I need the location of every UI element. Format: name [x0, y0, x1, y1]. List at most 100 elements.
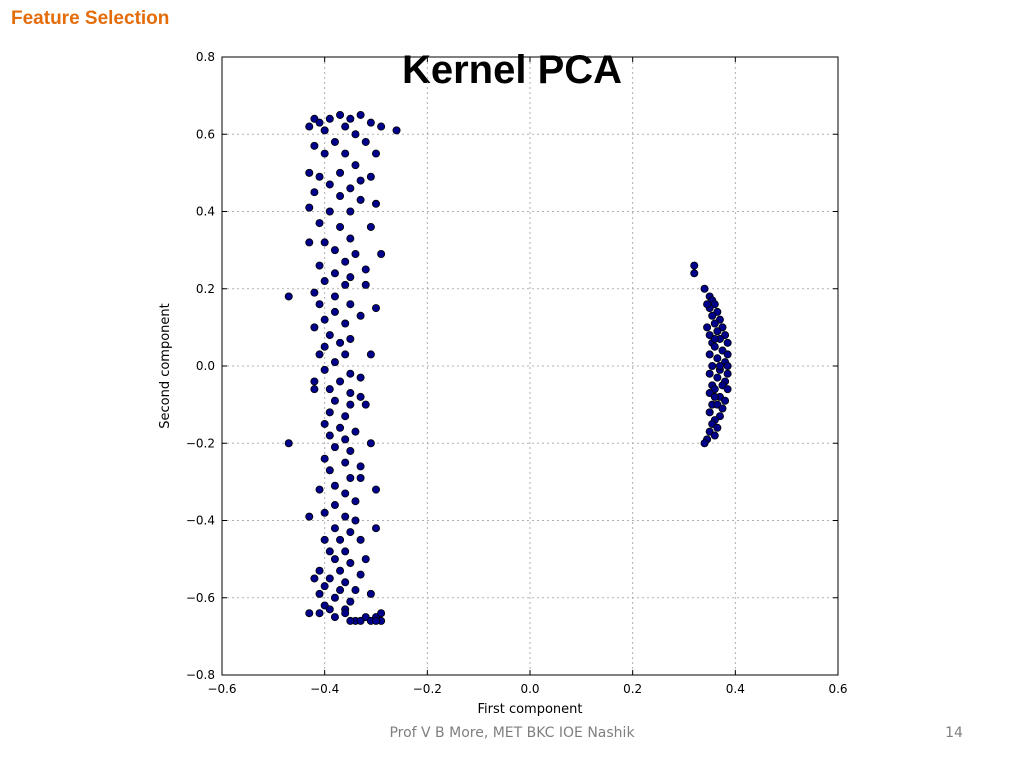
- y-tick-label: 0.2: [196, 282, 215, 296]
- data-point: [366, 118, 375, 127]
- data-point: [371, 304, 380, 313]
- slide-title: Kernel PCA: [401, 48, 623, 92]
- data-point: [356, 616, 365, 625]
- data-point: [320, 126, 329, 135]
- data-point: [346, 234, 355, 243]
- data-point: [330, 292, 339, 301]
- data-point: [305, 512, 314, 521]
- data-point: [330, 269, 339, 278]
- data-point: [351, 161, 360, 170]
- data-point: [392, 126, 401, 135]
- data-point: [713, 423, 722, 432]
- data-point: [723, 338, 732, 347]
- data-point: [705, 350, 714, 359]
- data-point: [330, 593, 339, 602]
- data-point: [341, 149, 350, 158]
- data-point: [708, 311, 717, 320]
- x-tick-label: 0.4: [726, 682, 745, 696]
- data-point: [315, 566, 324, 575]
- data-point: [325, 331, 334, 340]
- data-point: [336, 222, 345, 231]
- data-point: [710, 431, 719, 440]
- data-point: [310, 188, 319, 197]
- y-tick-label: −0.8: [186, 668, 215, 682]
- data-point: [710, 392, 719, 401]
- data-point: [346, 558, 355, 567]
- data-point: [336, 566, 345, 575]
- data-point: [310, 141, 319, 150]
- data-point: [315, 350, 324, 359]
- data-point: [315, 609, 324, 618]
- data-point: [325, 547, 334, 556]
- data-point: [284, 439, 293, 448]
- data-point: [341, 609, 350, 618]
- data-point: [371, 616, 380, 625]
- data-point: [710, 319, 719, 328]
- data-point: [320, 342, 329, 351]
- x-tick-label: −0.2: [413, 682, 442, 696]
- data-point: [320, 149, 329, 158]
- data-point: [346, 207, 355, 216]
- y-tick-label: 0.8: [196, 50, 215, 64]
- data-point: [305, 122, 314, 131]
- y-tick-label: −0.2: [186, 436, 215, 450]
- data-point: [346, 389, 355, 398]
- y-tick-label: −0.6: [186, 591, 215, 605]
- y-tick-label: 0.4: [196, 205, 215, 219]
- data-point: [315, 485, 324, 494]
- data-point: [703, 323, 712, 332]
- data-point: [336, 338, 345, 347]
- x-tick-label: 0.0: [520, 682, 539, 696]
- data-point: [356, 570, 365, 579]
- data-point: [366, 589, 375, 598]
- data-point: [320, 454, 329, 463]
- data-point: [371, 485, 380, 494]
- data-point: [341, 435, 350, 444]
- data-point: [310, 385, 319, 394]
- data-point: [346, 528, 355, 537]
- data-point: [713, 373, 722, 382]
- data-point: [284, 292, 293, 301]
- data-point: [346, 334, 355, 343]
- data-point: [320, 238, 329, 247]
- data-point: [713, 354, 722, 363]
- data-point: [330, 613, 339, 622]
- data-point: [341, 257, 350, 266]
- y-tick-label: 0.0: [196, 359, 215, 373]
- data-point: [366, 172, 375, 181]
- data-point: [325, 605, 334, 614]
- data-point: [710, 334, 719, 343]
- data-point: [330, 501, 339, 510]
- data-point: [351, 130, 360, 139]
- data-point: [330, 396, 339, 405]
- data-point: [346, 474, 355, 483]
- data-point: [336, 168, 345, 177]
- data-point: [371, 149, 380, 158]
- data-point: [346, 616, 355, 625]
- data-point: [377, 609, 386, 618]
- data-point: [366, 222, 375, 231]
- data-point: [325, 466, 334, 475]
- data-point: [330, 555, 339, 564]
- data-point: [703, 300, 712, 309]
- y-tick-label: −0.4: [186, 514, 215, 528]
- data-point: [346, 114, 355, 123]
- data-point: [708, 361, 717, 370]
- data-point: [356, 110, 365, 119]
- x-tick-label: −0.6: [207, 682, 236, 696]
- data-point: [315, 118, 324, 127]
- data-point: [723, 385, 732, 394]
- data-point: [330, 481, 339, 490]
- data-point: [361, 265, 370, 274]
- data-point: [356, 373, 365, 382]
- data-point: [351, 249, 360, 258]
- data-point: [305, 609, 314, 618]
- data-point: [310, 574, 319, 583]
- data-point: [710, 342, 719, 351]
- data-point: [723, 361, 732, 370]
- x-tick-label: 0.6: [828, 682, 847, 696]
- data-point: [305, 238, 314, 247]
- data-point: [330, 358, 339, 367]
- data-point: [305, 168, 314, 177]
- data-point: [341, 547, 350, 556]
